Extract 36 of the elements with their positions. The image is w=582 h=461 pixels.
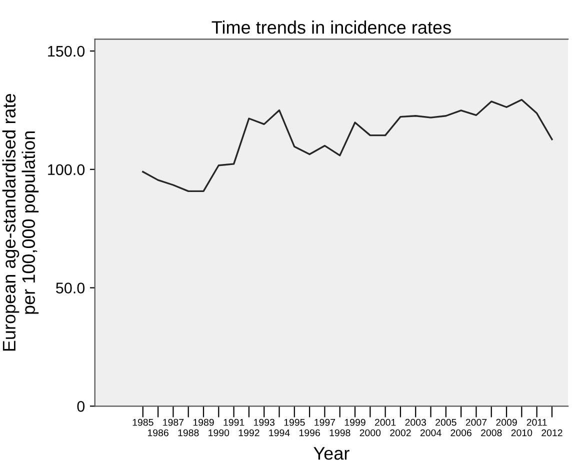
x-tick-label: 1993	[254, 418, 274, 426]
x-tick-label: 2010	[511, 429, 532, 436]
x-tick-label: 1991	[224, 418, 244, 426]
x-tick-label: 1988	[178, 429, 199, 436]
y-tick-label: 100.0	[48, 164, 85, 176]
x-tick-label: 2011	[526, 418, 547, 426]
x-tick-label: 2007	[466, 418, 487, 426]
x-tick-label: 2005	[436, 418, 456, 426]
x-tick-label: 1992	[238, 429, 260, 436]
x-tick-label: 1995	[284, 418, 305, 426]
x-tick-label: 1998	[330, 429, 350, 436]
x-tick-label: 2003	[405, 418, 426, 426]
y-tick-label: 50.0	[56, 282, 85, 294]
y-tick-label: 150.0	[48, 46, 85, 57]
x-tick-label: 1994	[269, 429, 290, 436]
x-tick-label: 1987	[163, 418, 184, 426]
x-tick-label: 1985	[132, 418, 154, 426]
y-axis-title: European age-standardised rate per 100,000 population	[2, 94, 39, 351]
x-tick-label: 1990	[208, 429, 230, 436]
x-tick-label: 1999	[344, 418, 366, 426]
x-tick-label: 2008	[481, 429, 502, 436]
y-tick-label: 0	[77, 401, 85, 412]
x-axis-title: Year	[314, 447, 350, 460]
x-tick-label: 2009	[496, 418, 517, 426]
chart-title: Time trends in incidence rates	[212, 20, 451, 34]
x-tick-label: 2012	[542, 429, 562, 436]
line-series	[142, 98, 553, 192]
x-tick-label: 2000	[360, 429, 381, 436]
x-tick-label: 2001	[374, 418, 396, 426]
x-tick-label: 1996	[299, 429, 320, 436]
x-tick-label: 2006	[450, 429, 472, 436]
x-tick-label: 2002	[390, 429, 411, 436]
x-tick-label: 1986	[148, 429, 168, 436]
x-tick-label: 2004	[420, 429, 442, 436]
x-tick-label: 1989	[193, 418, 214, 426]
x-tick-label: 1997	[314, 418, 336, 426]
